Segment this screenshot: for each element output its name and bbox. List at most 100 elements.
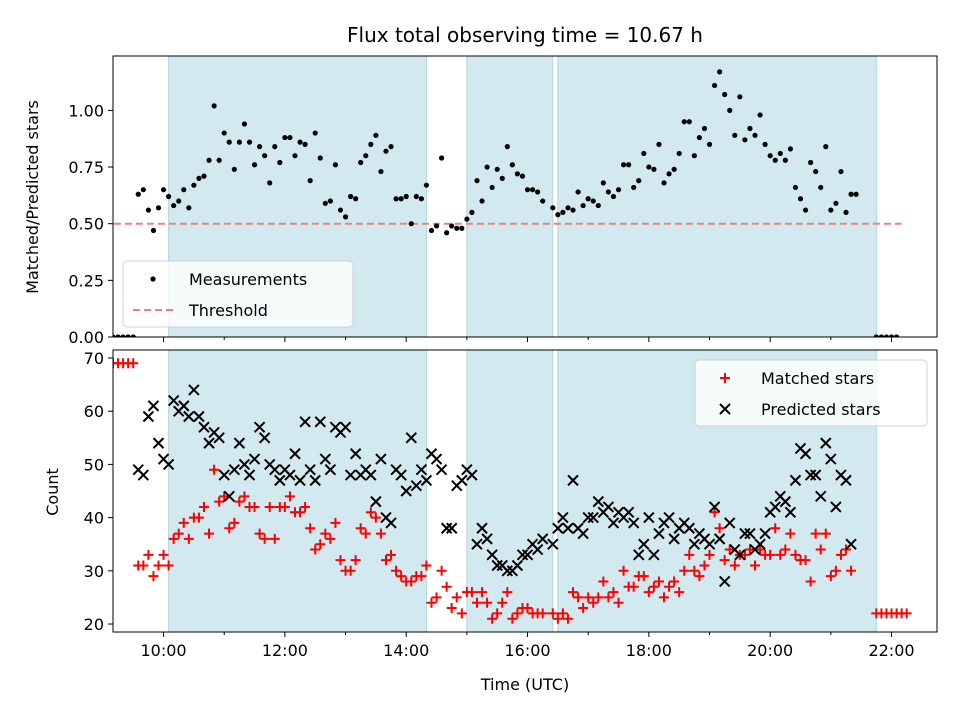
measurement-point <box>120 334 126 337</box>
measurement-point <box>762 141 768 147</box>
legend-label: Matched stars <box>761 369 874 388</box>
measurement-point <box>231 166 237 172</box>
matched-star-point <box>830 565 841 576</box>
matched-star-point <box>805 576 816 587</box>
predicted-star-point <box>152 437 165 449</box>
matched-star-point <box>487 613 498 624</box>
measurement-point <box>135 191 141 197</box>
matched-star-point <box>593 592 604 603</box>
matched-star-point <box>750 560 761 571</box>
predicted-star-point <box>815 490 827 503</box>
matched-star-point <box>659 592 670 603</box>
predicted-star-point <box>253 421 266 433</box>
measurement-point <box>459 225 465 231</box>
matched-star-point <box>755 544 766 555</box>
measurement-point <box>666 171 672 177</box>
measurement-point <box>236 139 242 145</box>
predicted-star-point <box>663 511 675 524</box>
bottom-panel: 20 30 40 50 60 70 10:00 12:00 14:00 16:00 18:00 20:… <box>84 349 938 660</box>
matched-star-point <box>765 549 776 560</box>
matched-star-point <box>785 528 796 539</box>
measurement-point <box>342 214 349 220</box>
matched-star-point <box>193 512 204 523</box>
predicted-star-point <box>319 453 332 465</box>
predicted-star-point <box>825 453 837 465</box>
predicted-star-point <box>511 559 524 572</box>
predicted-star-point <box>238 458 251 471</box>
predicted-star-point <box>562 522 574 534</box>
matched-star-point <box>714 523 725 534</box>
matched-star-point <box>618 565 629 576</box>
predicted-star-point <box>501 565 514 577</box>
measurement-point <box>292 153 298 159</box>
top-shaded-interval-1 <box>466 56 554 337</box>
measurement-point <box>524 187 531 193</box>
predicted-star-point <box>410 479 423 492</box>
predicted-star-point <box>476 522 488 534</box>
measurement-point <box>241 121 248 127</box>
predicted-star-point <box>577 527 589 540</box>
measurement-point <box>171 202 177 209</box>
measurement-point <box>620 162 627 168</box>
matched-star-point <box>709 507 720 518</box>
measurement-point <box>671 166 677 172</box>
predicted-star-point <box>830 501 842 513</box>
predicted-star-point <box>587 511 599 524</box>
x-axis-label: Time (UTC) <box>480 675 569 694</box>
measurement-point <box>140 187 146 193</box>
measurement-point <box>888 334 895 337</box>
matched-star-point <box>335 555 346 566</box>
measurement-point <box>701 125 708 132</box>
matched-star-point <box>345 565 356 576</box>
matched-star-point <box>153 560 164 571</box>
measurement-point <box>166 193 172 200</box>
measurement-point <box>782 157 788 163</box>
predicted-star-point <box>420 474 433 487</box>
legend-label: Measurements <box>189 270 307 289</box>
measurement-point <box>808 159 814 166</box>
bottom-y-tick-label: 60 <box>84 402 104 421</box>
predicted-star-point <box>754 538 766 550</box>
matched-star-point <box>365 507 376 518</box>
x-tick-label: 12:00 <box>262 641 308 660</box>
measurement-point <box>504 144 510 150</box>
top-y-tick-label: 0.50 <box>68 215 104 234</box>
matched-star-point <box>300 501 311 512</box>
measurement-point <box>646 164 652 170</box>
measurement-point <box>595 202 601 209</box>
predicted-star-point <box>339 421 352 433</box>
predicted-star-point <box>183 410 195 423</box>
measurement-point <box>181 187 187 193</box>
x-tick-label: 22:00 <box>868 641 914 660</box>
matched-star-point <box>628 581 639 592</box>
predicted-star-point <box>188 384 200 396</box>
predicted-star-point <box>643 511 655 524</box>
matched-star-point <box>674 587 685 598</box>
measurement-point <box>444 230 450 236</box>
predicted-star-point <box>516 549 529 561</box>
predicted-star-point <box>718 575 731 588</box>
matched-star-point <box>391 565 402 576</box>
legend-marker-predicted <box>719 403 731 415</box>
matched-star-point <box>562 613 573 624</box>
measurement-point <box>797 196 804 202</box>
matched-star-point <box>841 544 852 555</box>
measurement-point <box>262 153 268 159</box>
measurement-point <box>332 162 339 168</box>
matched-star-point <box>320 528 331 539</box>
measurement-point <box>282 134 288 141</box>
measurement-point <box>403 193 409 200</box>
predicted-star-point <box>375 453 387 465</box>
measurement-point <box>823 144 829 150</box>
matched-star-point <box>446 603 457 614</box>
predicted-star-point <box>299 416 311 428</box>
measurement-point <box>383 148 389 154</box>
matched-star-point <box>729 560 740 571</box>
measurement-point <box>378 168 384 175</box>
matched-star-point <box>239 491 250 502</box>
bottom-series-matched-stars <box>113 358 912 624</box>
matched-star-point <box>350 555 361 566</box>
measurement-point <box>813 168 819 175</box>
matched-star-point <box>416 571 427 582</box>
matched-star-point <box>370 512 381 523</box>
